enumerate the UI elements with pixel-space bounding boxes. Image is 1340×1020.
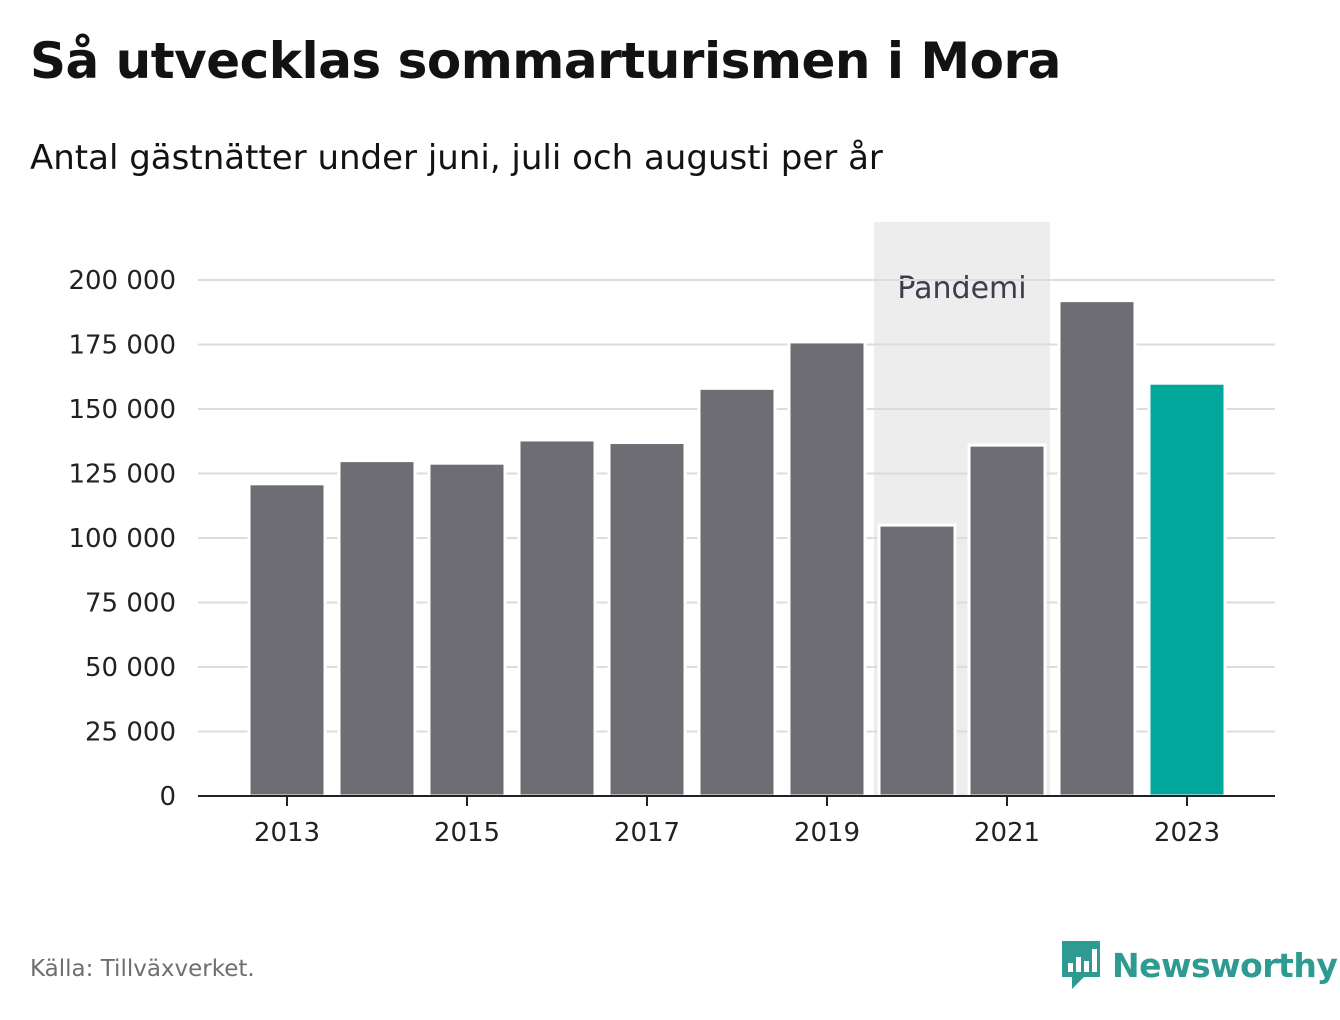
bar-chart-speech-bubble-icon	[1062, 941, 1100, 989]
y-tick-label: 50 000	[85, 653, 176, 683]
x-tick-label: 2021	[974, 818, 1040, 848]
y-tick-label: 125 000	[68, 460, 176, 490]
y-tick-label: 175 000	[68, 331, 176, 361]
pandemic-label: Pandemi	[897, 271, 1026, 306]
chart-subtitle: Antal gästnätter under juni, juli och au…	[30, 138, 883, 178]
y-tick-label: 200 000	[68, 266, 176, 296]
bar-2020	[877, 523, 957, 798]
source-note: Källa: Tillväxverket.	[30, 956, 255, 982]
bar-2019	[787, 340, 867, 798]
bar-2021	[967, 443, 1047, 798]
chart-title: Så utvecklas sommarturismen i Mora	[30, 32, 1061, 90]
x-tick-label: 2019	[794, 818, 860, 848]
x-tick-label: 2023	[1154, 818, 1220, 848]
y-tick-label: 75 000	[85, 589, 176, 619]
x-tick-label: 2013	[254, 818, 320, 848]
brand-name: Newsworthy	[1112, 945, 1338, 985]
bar-2018	[697, 386, 777, 798]
bars	[247, 299, 1227, 798]
bar-2013	[247, 482, 327, 798]
y-tick-label: 25 000	[85, 718, 176, 748]
y-tick-label: 100 000	[68, 524, 176, 554]
y-tick-label: 150 000	[68, 395, 176, 425]
bar-2022	[1057, 299, 1137, 798]
bar-2023	[1147, 381, 1227, 798]
x-tick-label: 2017	[614, 818, 680, 848]
x-tick-label: 2015	[434, 818, 500, 848]
y-tick-label: 0	[159, 782, 176, 812]
axes: 2013 2015 2017 2019 2021 2023	[198, 795, 1275, 848]
bar-chart: Pandemi 0 25 000 50 000 75 000 100 000 125 00…	[68, 222, 1275, 848]
bar-2016	[517, 438, 597, 798]
bar-2014	[337, 459, 417, 798]
bar-2017	[607, 441, 687, 798]
brand-logo[interactable]: Newsworthy	[1060, 938, 1338, 992]
bar-2015	[427, 461, 507, 798]
